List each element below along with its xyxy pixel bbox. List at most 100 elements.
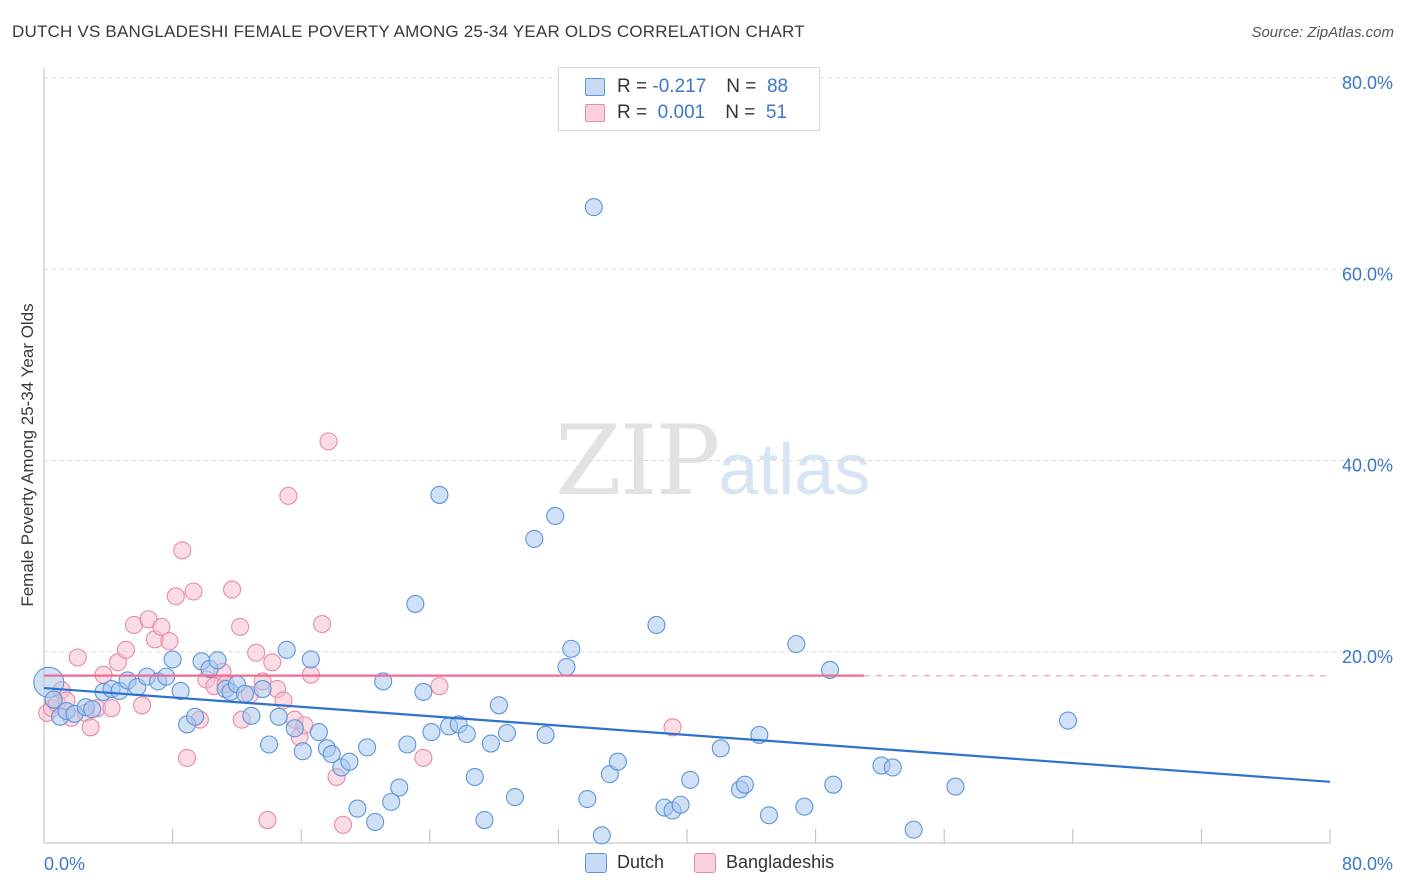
- y-tick-label: 80.0%: [1342, 73, 1393, 93]
- dutch-point: [340, 752, 359, 771]
- legend-r-label: R =: [617, 76, 648, 97]
- dutch-point: [481, 734, 500, 753]
- legend-r-value: 0.001: [657, 102, 706, 123]
- bangladeshi-point: [68, 648, 87, 667]
- bangladeshi-swatch: [585, 104, 605, 122]
- y-tick-label: 40.0%: [1342, 456, 1393, 476]
- bangladeshi-point: [258, 810, 277, 830]
- legend-item-dutch: Dutch: [585, 852, 664, 873]
- bangladeshi-point: [152, 617, 171, 636]
- dutch-swatch: [585, 78, 605, 96]
- dutch-point: [497, 723, 517, 743]
- dutch-point: [390, 778, 409, 797]
- bangladeshi-point: [319, 432, 338, 451]
- dutch-point: [406, 594, 425, 613]
- source-label: Source: ZipAtlas.com: [1251, 24, 1394, 41]
- dutch-point: [681, 770, 700, 789]
- bangladeshi-point: [173, 541, 192, 560]
- bangladeshi-point: [102, 699, 121, 718]
- bangladeshi-point: [166, 587, 185, 606]
- dutch-point: [1058, 711, 1078, 730]
- dutch-point: [711, 739, 730, 758]
- y-tick-label: 20.0%: [1342, 647, 1393, 667]
- dutch-point: [277, 640, 296, 659]
- dutch-point: [584, 198, 603, 217]
- dutch-point: [824, 775, 843, 794]
- dutch-point: [536, 725, 555, 744]
- legend-r-value: -0.217: [652, 76, 707, 97]
- dutch-point: [358, 738, 377, 757]
- dutch-point: [44, 690, 63, 709]
- dutch-trend-line: [43, 686, 1331, 783]
- bangladeshi-point: [133, 696, 152, 715]
- bangladeshi-point: [231, 617, 250, 636]
- dutch-point: [457, 724, 476, 744]
- dutch-point: [671, 795, 690, 814]
- dutch-point: [322, 745, 341, 764]
- dutch-point: [309, 723, 328, 742]
- dutch-point: [208, 651, 227, 670]
- dutch-point: [505, 788, 525, 807]
- dutch-point: [946, 777, 965, 796]
- bangladeshi-point: [160, 632, 179, 651]
- dutch-point: [525, 529, 544, 548]
- legend-row-dutch: R = -0.217 N = 88: [585, 75, 788, 99]
- bangladeshi-point: [414, 748, 433, 767]
- dutch-point: [608, 752, 627, 771]
- dutch-point: [398, 735, 417, 754]
- bangladeshi-point: [247, 643, 266, 662]
- dutch-point: [163, 650, 182, 669]
- legend-n-label: N =: [726, 76, 757, 97]
- y-axis-label: Female Poverty Among 25-34 Year Olds: [18, 303, 37, 607]
- bangladeshi-point: [430, 677, 449, 696]
- dutch-point: [285, 719, 304, 738]
- dutch-point: [293, 742, 312, 761]
- legend-n-label: N =: [725, 102, 756, 123]
- dutch-point: [883, 758, 902, 777]
- dutch-point: [489, 696, 508, 715]
- dutch-point: [578, 789, 597, 809]
- series-legend: Dutch Bangladeshis: [585, 852, 864, 873]
- x-tick-label: 0.0%: [44, 854, 85, 874]
- dutch-point: [186, 707, 205, 726]
- dutch-legend-swatch: [585, 852, 607, 873]
- dutch-point: [235, 684, 254, 703]
- watermark-atlas: atlas: [718, 430, 871, 510]
- legend-item-bangladeshis: Bangladeshis: [694, 852, 834, 873]
- dutch-point: [795, 797, 814, 816]
- dutch-point: [259, 735, 279, 754]
- dutch-point: [269, 707, 288, 726]
- bangladeshi-point: [333, 815, 353, 834]
- bangladeshi-point: [178, 748, 197, 767]
- legend-n-value: 51: [765, 102, 788, 123]
- dutch-point: [821, 660, 840, 679]
- dutch-point: [171, 681, 190, 701]
- chart-title: DUTCH VS BANGLADESHI FEMALE POVERTY AMON…: [12, 22, 805, 41]
- dutch-point: [475, 810, 494, 830]
- bangladeshi-legend-swatch: [694, 852, 717, 873]
- dutch-point: [787, 635, 806, 654]
- dutch-point: [465, 767, 484, 787]
- dutch-point: [430, 485, 449, 504]
- x-tick-label: 80.0%: [1342, 854, 1393, 874]
- correlation-legend: R = -0.217 N = 88 R = 0.001 N = 51: [558, 67, 820, 131]
- dutch-point: [382, 792, 401, 811]
- bangladeshi-point: [81, 718, 100, 737]
- dutch-point: [759, 806, 779, 825]
- dutch-point: [374, 672, 393, 691]
- legend-bangladeshis-label: Bangladeshis: [726, 852, 835, 872]
- dutch-point: [422, 723, 441, 742]
- bangladeshi-point: [223, 580, 242, 599]
- dutch-point: [735, 775, 754, 794]
- dutch-point: [253, 679, 272, 699]
- dutch-point: [904, 820, 923, 839]
- bangladeshi-point: [184, 582, 203, 601]
- bangladeshi-point: [279, 486, 298, 505]
- bangladeshi-point: [263, 653, 282, 672]
- legend-n-value: 88: [766, 76, 789, 97]
- dutch-point: [647, 615, 666, 635]
- bangladeshi-point: [313, 614, 332, 634]
- dutch-point: [366, 812, 385, 832]
- dutch-point: [546, 506, 565, 526]
